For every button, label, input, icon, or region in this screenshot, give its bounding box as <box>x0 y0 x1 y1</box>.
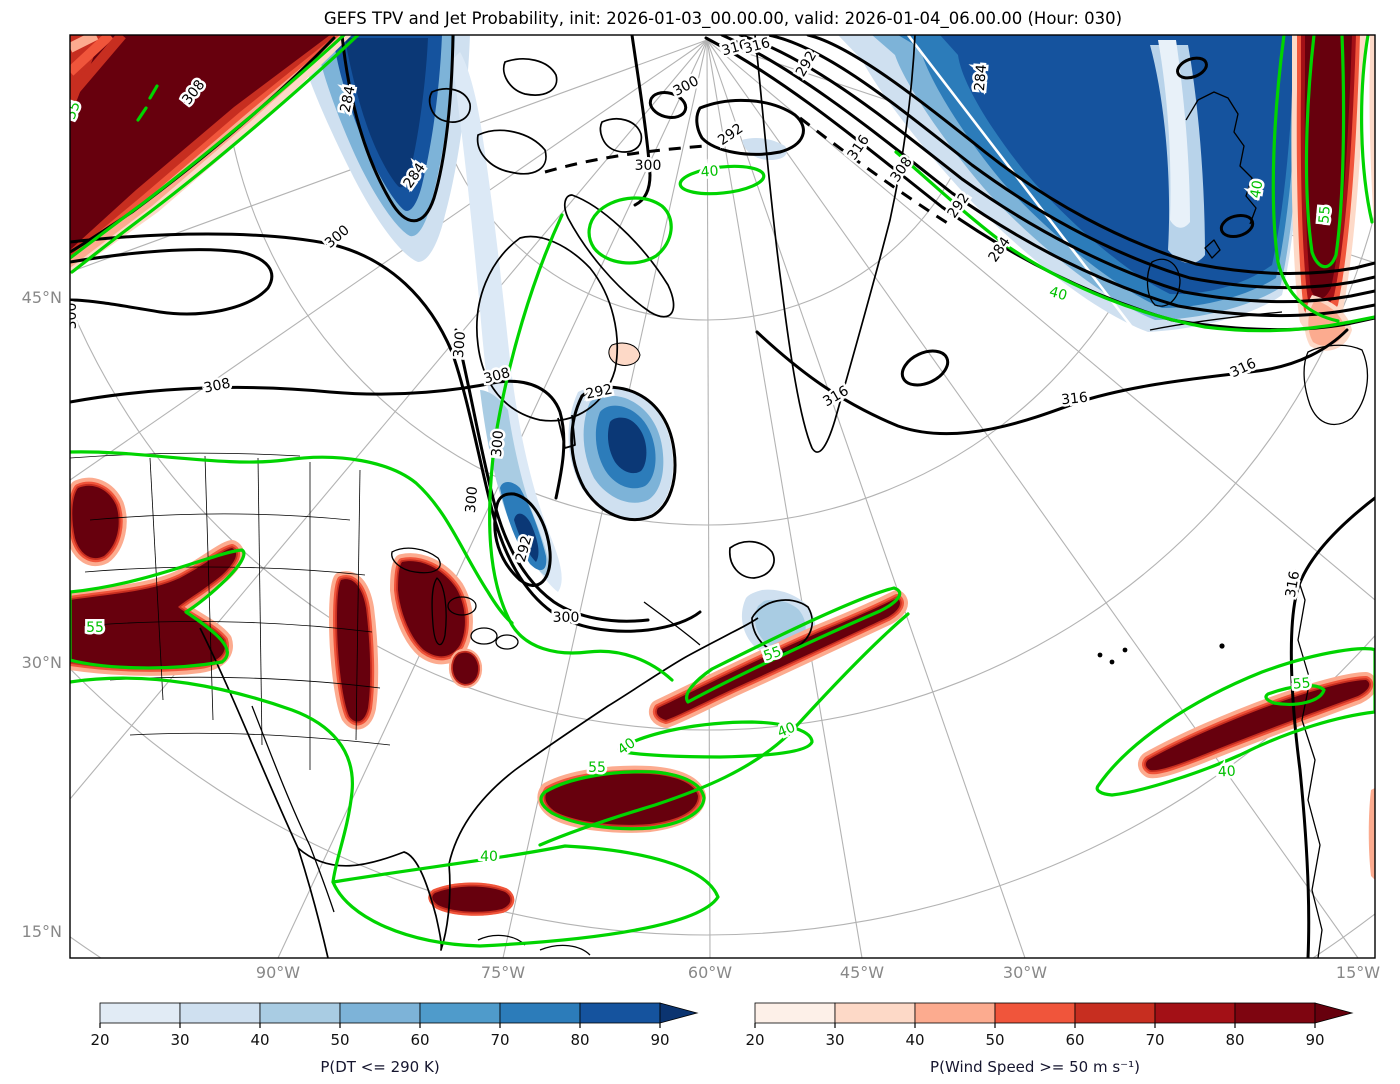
colorbar-segment <box>419 1002 501 1024</box>
chart-title: GEFS TPV and Jet Probability, init: 2026… <box>324 9 1122 29</box>
dt-contour-label: 300 <box>322 222 353 251</box>
dt-contour-label: 284 <box>972 64 990 92</box>
colorbar-tick-label: 70 <box>490 1031 509 1049</box>
colorbar-tick-label: 40 <box>905 1031 924 1049</box>
colorbar-tick-label: 60 <box>1065 1031 1084 1049</box>
colorbar-segment <box>499 1002 581 1024</box>
colorbar-tick-label: 20 <box>745 1031 764 1049</box>
jet-probability-contours <box>70 35 1375 948</box>
jet-contour-label: 55 <box>1316 205 1333 224</box>
dt-contour-label: 300 <box>64 303 80 330</box>
lon-tick: 30°W <box>1003 963 1047 982</box>
jet-contour-label: 40 <box>700 163 719 180</box>
lat-tick: 15°N <box>22 922 62 941</box>
colorbar-segment <box>1234 1002 1316 1024</box>
lat-tick: 30°N <box>22 653 62 672</box>
colorbar-segment <box>339 1002 421 1024</box>
colorbar-tick-label: 80 <box>570 1031 589 1049</box>
dt-contour-label: 316 <box>1283 570 1303 599</box>
colorbar-segment <box>1074 1002 1156 1024</box>
tpv-probability-fill <box>287 35 1310 657</box>
colorbar-tick-label: 50 <box>985 1031 1004 1049</box>
jet-contour-label: 40 <box>1047 284 1069 304</box>
dt-contour-label: 308 <box>202 375 231 396</box>
colorbar-jet: 20 30 40 50 60 70 80 90 P(Wind Speed >= 50 m s⁻¹… <box>745 1002 1354 1076</box>
colorbar-tick-label: 30 <box>825 1031 844 1049</box>
lat-tick: 45°N <box>22 288 62 307</box>
colorbar-title: P(DT <= 290 K) <box>320 1058 439 1076</box>
axis-tick-labels: 45°N 30°N 15°N 90°W 75°W 60°W 45°W 30°W 15°W <box>22 288 1381 982</box>
colorbar-segment <box>179 1002 261 1024</box>
jet-contour-label: 55 <box>588 760 606 776</box>
dt-contour-label: 300 <box>635 158 662 174</box>
dt-contour-label: 292 <box>715 121 746 149</box>
lon-tick: 60°W <box>688 963 732 982</box>
dt-contour-label: 308 <box>888 154 916 185</box>
colorbar-segment <box>259 1002 341 1024</box>
colorbar-segment <box>914 1002 996 1024</box>
colorbar-extend-arrow <box>659 1002 699 1024</box>
colorbar-segment <box>994 1002 1076 1024</box>
jet-probability-fill <box>70 35 1375 912</box>
jet-contour-label: 40 <box>1217 764 1236 781</box>
colorbar-segment <box>754 1002 836 1024</box>
colorbar-segment <box>579 1002 661 1024</box>
graticule-highlight-line <box>906 35 1140 336</box>
lon-tick: 15°W <box>1336 963 1380 982</box>
dt-contour-label: 300 <box>553 610 580 626</box>
colorbar-segment <box>834 1002 916 1024</box>
colorbar-tick-label: 50 <box>330 1031 349 1049</box>
dt-contour-label: 300 <box>489 430 507 458</box>
lon-tick: 45°W <box>840 963 884 982</box>
colorbar-tick-label: 20 <box>90 1031 109 1049</box>
colorbar-tick-label: 60 <box>410 1031 429 1049</box>
colorbar-segment <box>1154 1002 1236 1024</box>
colorbar-tick-label: 80 <box>1225 1031 1244 1049</box>
colorbar-segment <box>99 1002 181 1024</box>
coastlines <box>70 35 1369 958</box>
colorbar-dt: 20 30 40 50 60 70 80 90 P(DT <= 290 K) <box>90 1002 699 1076</box>
colorbar-tick-label: 30 <box>170 1031 189 1049</box>
map-frame <box>69 34 1376 959</box>
lon-tick: 75°W <box>481 963 525 982</box>
dt-contour-label: 316 <box>1060 390 1088 409</box>
colorbar-title: P(Wind Speed >= 50 m s⁻¹) <box>930 1058 1140 1076</box>
dt-contour-label: 300 <box>463 486 481 514</box>
colorbar-tick-label: 40 <box>250 1031 269 1049</box>
jet-contour-label: 55 <box>1292 675 1311 692</box>
colorbar-tick-label: 90 <box>1305 1031 1324 1049</box>
state-borders <box>70 452 391 770</box>
jet-contour-label: 40 <box>1248 179 1267 199</box>
colorbar-tick-label: 70 <box>1145 1031 1164 1049</box>
jet-contour-label: 55 <box>86 620 104 636</box>
colorbar-extend-arrow <box>1314 1002 1354 1024</box>
colorbars: 20 30 40 50 60 70 80 90 P(DT <= 290 K) 20 30 40 50 60… <box>90 1002 1354 1076</box>
dt-contour-label: 300 <box>451 331 469 359</box>
colorbar-tick-label: 90 <box>650 1031 669 1049</box>
dt-contour-label: 316 <box>1228 355 1259 381</box>
jet-contour-label: 40 <box>480 849 498 865</box>
lon-tick: 90°W <box>256 963 300 982</box>
